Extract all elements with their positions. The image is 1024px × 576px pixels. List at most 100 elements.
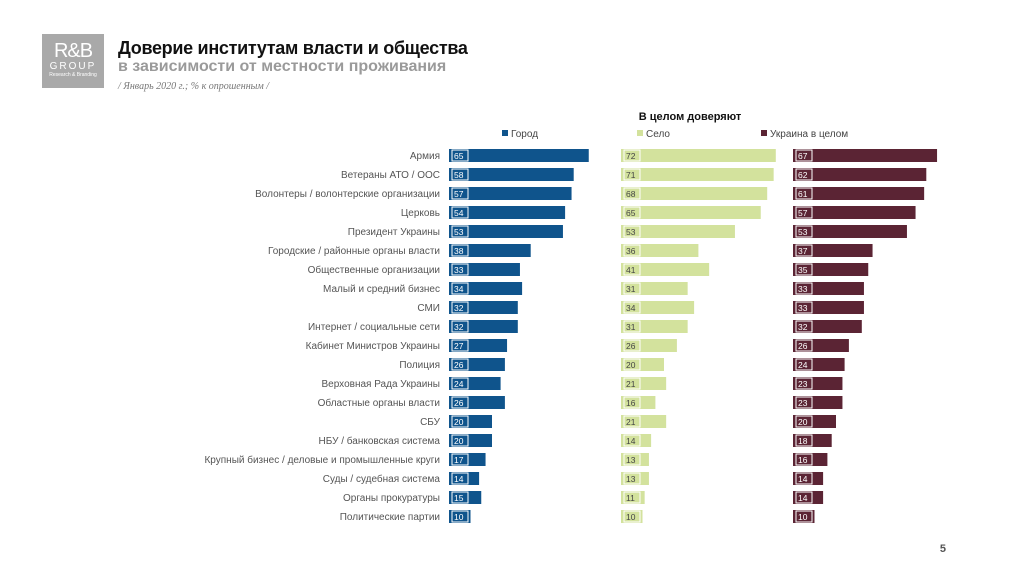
category-label: Общественные организации [308,264,440,276]
bar [793,415,836,428]
bar [449,491,482,504]
bar [621,168,774,181]
value-label-box [795,415,813,428]
value-label: 21 [626,417,636,427]
bar [449,472,480,485]
value-label: 26 [454,398,464,408]
value-label-box [795,282,813,295]
value-label: 57 [798,208,808,218]
value-label-box [451,187,469,200]
value-label-box [795,168,813,181]
value-label-box [623,377,641,390]
bar [449,415,492,428]
value-label: 14 [626,436,636,446]
category-label: Президент Украины [348,227,440,238]
value-label: 17 [454,455,464,465]
value-label-box [623,206,641,219]
value-label-box [451,301,469,314]
bar [793,472,824,485]
category-label: Полиция [399,360,440,371]
bar [449,149,589,162]
bar [621,415,667,428]
bar [621,206,761,219]
value-label-box [623,282,641,295]
value-label-box [795,149,813,162]
category-label: Областные органы власти [318,397,440,409]
value-label-box [623,225,641,238]
value-label: 62 [798,170,808,180]
value-label: 10 [798,512,808,522]
bar [449,510,471,523]
value-label-box [623,472,641,485]
value-label: 41 [626,265,636,275]
value-label: 53 [626,227,636,237]
value-label: 11 [626,493,635,503]
category-label: СМИ [417,303,440,314]
value-label-box [623,510,641,523]
value-label-box [795,453,813,466]
value-label-box [451,320,469,333]
bar [793,168,927,181]
bar [621,149,776,162]
bar [793,282,864,295]
legend-swatch [761,130,767,136]
value-label-box [623,244,641,257]
bar [793,301,864,314]
value-label-box [451,225,469,238]
value-label-box [795,263,813,276]
bar [449,301,518,314]
value-label: 26 [798,341,808,351]
bar [449,396,505,409]
value-label: 16 [798,455,808,465]
category-label: Городские / районные органы власти [268,246,440,257]
bar [793,244,873,257]
category-label: Кабинет Министров Украины [306,340,440,352]
bar [621,263,710,276]
bar [621,358,664,371]
value-label: 61 [798,189,808,199]
value-label-box [795,434,813,447]
value-label: 23 [798,379,808,389]
value-label-box [795,187,813,200]
category-label: Армия [410,151,440,162]
bar [449,377,501,390]
bar [449,263,520,276]
page-title: Доверие институтам власти и общества [118,38,468,58]
value-label-box [623,415,641,428]
value-label: 33 [798,303,808,313]
legend-label: Украина в целом [770,129,848,140]
value-label: 35 [798,265,808,275]
value-label: 10 [626,512,636,522]
category-label: НБУ / банковская система [319,435,441,447]
value-label: 67 [798,151,808,161]
value-label: 10 [454,512,464,522]
logo: R&B GROUP Research & Branding [42,34,104,88]
bar [793,225,907,238]
value-label: 31 [626,284,636,294]
value-label-box [623,301,641,314]
value-label-box [623,263,641,276]
value-label-box [795,510,813,523]
bar [793,453,828,466]
value-label-box [795,339,813,352]
page-subtitle: в зависимости от местности проживания [118,58,447,75]
value-label: 37 [798,246,808,256]
bar [621,434,652,447]
bar [621,282,688,295]
value-label-box [451,339,469,352]
value-label-box [795,358,813,371]
value-label: 34 [626,303,636,313]
bar [621,453,649,466]
value-label: 18 [798,436,808,446]
legend-label: Село [646,129,670,140]
value-label: 32 [798,322,808,332]
value-label-box [623,149,641,162]
bar [449,187,572,200]
value-label-box [623,358,641,371]
category-label: Органы прокуратуры [343,493,440,504]
value-label: 32 [454,303,464,313]
bar [793,377,843,390]
bar [449,168,574,181]
value-label-box [451,415,469,428]
bar [621,320,688,333]
